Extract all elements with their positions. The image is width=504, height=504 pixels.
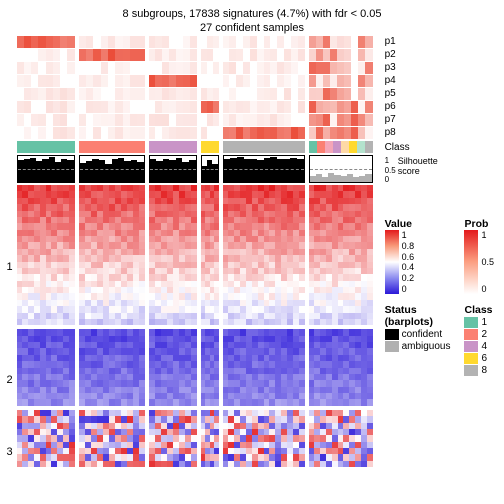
legend-swatch: 8 (464, 364, 494, 376)
status-swatches: confidentambiguous (385, 328, 451, 352)
heatmap (17, 185, 377, 467)
class-swatches: 12468 (464, 316, 494, 376)
class-legend-title: Class (464, 304, 494, 316)
prob-label: p6 (385, 101, 494, 113)
title-line-1: 8 subgroups, 17838 signatures (4.7%) wit… (10, 8, 494, 20)
value-legend-title: Value (385, 218, 451, 230)
legend-swatch: 1 (464, 316, 494, 328)
prob-row-labels: p1p2p3p4p5p6p7p8 (385, 36, 494, 140)
value-legend: Value 10.80.60.40.20 Status (barplots) c… (385, 214, 451, 376)
prob-label: p7 (385, 114, 494, 126)
right-labels-and-legends: p1p2p3p4p5p6p7p8 Class 10.50 Silhouettes… (377, 36, 494, 467)
legend-swatch: 6 (464, 352, 494, 364)
class-label: Class (385, 142, 494, 154)
row-cluster-axis: 123 (10, 36, 17, 467)
prob-label: p8 (385, 127, 494, 139)
value-gradient (385, 230, 399, 294)
legend-swatch: ambiguous (385, 340, 451, 352)
legend-swatch: confident (385, 328, 451, 340)
probability-annotation (17, 36, 377, 139)
prob-label: p5 (385, 88, 494, 100)
status-legend-title: Status (barplots) (385, 304, 451, 328)
legend-swatch: 2 (464, 328, 494, 340)
value-gradient-ticks: 10.80.60.40.20 (402, 230, 415, 294)
prob-legend-title: Prob (464, 218, 494, 230)
prob-label: p4 (385, 75, 494, 87)
prob-label: p3 (385, 62, 494, 74)
silhouette-row (17, 155, 377, 183)
title-line-2: 27 confident samples (10, 22, 494, 34)
class-annotation-row (17, 141, 377, 153)
silhouette-label: Silhouettescore (398, 156, 438, 184)
prob-class-legend: Prob 10.50 Class 12468 (464, 214, 494, 376)
prob-gradient-ticks: 10.50 (481, 230, 494, 294)
silhouette-ticks: 10.50 (385, 156, 396, 184)
prob-gradient (464, 230, 478, 294)
prob-label: p2 (385, 49, 494, 61)
legend-swatch: 4 (464, 340, 494, 352)
main-plot-area (17, 36, 377, 467)
prob-label: p1 (385, 36, 494, 48)
